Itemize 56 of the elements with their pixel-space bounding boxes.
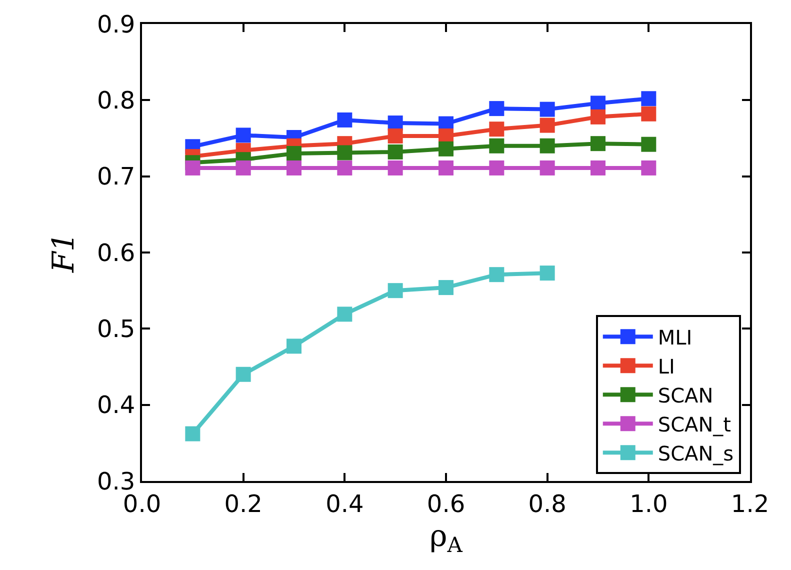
point <box>540 118 555 133</box>
point <box>489 122 504 137</box>
y-tick-label: 0.4 <box>97 391 136 420</box>
point <box>286 160 302 176</box>
point <box>185 426 200 442</box>
point <box>337 112 352 128</box>
point <box>286 146 302 161</box>
point <box>388 128 403 144</box>
point <box>641 91 656 106</box>
point <box>590 109 606 124</box>
point <box>590 136 606 152</box>
point <box>590 160 606 176</box>
point <box>540 138 555 154</box>
point <box>641 136 656 152</box>
x-tick-label: 1.0 <box>630 490 668 518</box>
legend-label: SCAN_t <box>658 412 732 436</box>
point <box>489 138 504 154</box>
point <box>489 101 504 116</box>
legend-label: MLI <box>658 325 692 350</box>
x-tick-label: 0.2 <box>224 490 262 518</box>
point <box>236 366 251 382</box>
point <box>337 306 352 322</box>
y-axis-title: F1 <box>46 232 82 274</box>
x-tick-label: 0.6 <box>426 490 466 518</box>
point <box>641 106 656 122</box>
point <box>540 160 555 176</box>
point <box>236 128 251 143</box>
x-tick-label: 0.4 <box>326 490 364 518</box>
legend-label: SCAN_s <box>658 441 734 466</box>
y-tick-label: 0.7 <box>97 162 136 191</box>
point <box>438 160 454 176</box>
x-axis-title: ρ$_{A}$ <box>430 518 464 558</box>
y-tick-label: 0.6 <box>97 238 136 267</box>
point <box>388 283 403 298</box>
y-tick-label: 0.5 <box>97 315 136 344</box>
point <box>337 145 352 160</box>
y-tick-label: 0.9 <box>97 10 136 38</box>
legend-label: SCAN <box>658 383 714 408</box>
legend-label: LI <box>658 354 675 378</box>
point <box>540 102 555 117</box>
point <box>388 144 403 160</box>
point <box>388 160 403 176</box>
point <box>337 160 352 176</box>
point <box>590 96 606 111</box>
point <box>489 267 504 282</box>
point <box>540 266 555 281</box>
point <box>489 160 504 176</box>
point <box>438 280 454 296</box>
point <box>286 338 302 354</box>
point <box>185 160 200 176</box>
point <box>236 160 251 176</box>
point <box>438 141 454 156</box>
point <box>641 160 656 176</box>
x-tick-label: 1.2 <box>730 490 770 518</box>
x-tick-label: 0.8 <box>528 490 566 518</box>
y-tick-label: 0.8 <box>97 86 136 115</box>
